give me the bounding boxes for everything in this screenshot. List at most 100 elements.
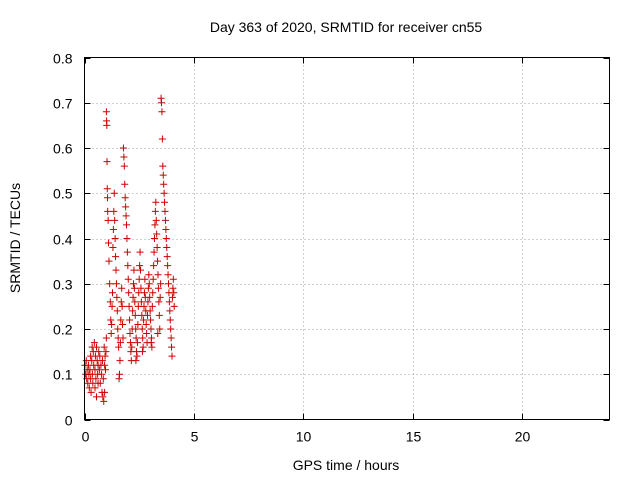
data-point <box>138 325 146 333</box>
data-point <box>152 198 160 206</box>
data-point <box>101 388 109 396</box>
data-point <box>112 266 120 274</box>
data-point <box>144 311 151 319</box>
data-point <box>161 216 169 224</box>
y-tick-label: 0.8 <box>53 51 73 67</box>
data-point <box>103 185 111 193</box>
data-point <box>124 275 132 283</box>
data-point <box>147 339 155 347</box>
data-point <box>167 325 175 333</box>
y-tick-label: 0.5 <box>53 186 73 202</box>
data-point <box>129 293 137 301</box>
x-tick-label: 5 <box>191 429 199 445</box>
data-point <box>113 307 121 315</box>
data-point <box>91 384 99 392</box>
y-tick-label: 0.1 <box>53 367 73 383</box>
y-tick-label: 0.2 <box>53 322 73 338</box>
data-point <box>151 207 159 215</box>
data-point <box>109 289 116 297</box>
data-point <box>88 343 96 351</box>
data-point <box>114 325 122 333</box>
data-point <box>129 307 137 315</box>
y-tick-label: 0.3 <box>53 277 73 293</box>
data-point <box>158 135 166 143</box>
data-point <box>139 343 147 351</box>
data-point <box>131 298 139 306</box>
data-point <box>170 302 178 310</box>
data-point <box>122 203 130 211</box>
data-point <box>101 361 109 369</box>
data-point <box>132 334 140 342</box>
data-point <box>106 280 114 288</box>
data-point <box>125 289 133 297</box>
data-point <box>90 339 98 347</box>
data-point <box>107 330 115 338</box>
data-point <box>168 293 176 301</box>
data-point <box>106 298 114 306</box>
data-point <box>116 339 124 347</box>
data-point <box>136 262 144 270</box>
data-point <box>143 330 151 338</box>
data-point <box>149 289 157 297</box>
data-point <box>117 316 125 324</box>
data-point <box>165 298 173 306</box>
data-point <box>141 275 149 283</box>
data-point <box>161 207 169 215</box>
y-tick-label: 0.7 <box>53 96 73 112</box>
data-point <box>155 298 163 306</box>
data-point <box>124 262 132 270</box>
data-point <box>156 325 164 333</box>
data-point <box>153 230 161 238</box>
data-point <box>159 171 167 179</box>
data-point <box>164 271 172 279</box>
data-point <box>146 293 154 301</box>
data-point <box>154 330 162 338</box>
data-point <box>151 235 158 242</box>
data-point <box>126 330 134 338</box>
data-point <box>123 221 130 229</box>
data-point <box>108 320 116 328</box>
chart-title: Day 363 of 2020, SRMTID for receiver cn5… <box>210 19 483 35</box>
data-point <box>108 302 116 310</box>
data-point <box>115 343 123 351</box>
data-point <box>107 316 115 324</box>
data-point <box>120 153 128 161</box>
data-point <box>103 121 111 129</box>
data-point <box>116 370 123 378</box>
data-point <box>160 180 168 188</box>
data-point <box>130 280 137 288</box>
data-point <box>164 262 172 270</box>
data-point <box>128 343 136 351</box>
data-point <box>157 280 165 288</box>
data-point <box>153 244 161 252</box>
data-point <box>155 311 163 319</box>
data-point <box>163 244 171 252</box>
data-point <box>161 198 169 206</box>
data-point <box>122 212 130 220</box>
data-point <box>133 339 141 347</box>
data-point <box>87 388 95 396</box>
data-point <box>102 334 110 342</box>
plot-frame <box>84 57 610 420</box>
data-point <box>93 393 101 401</box>
data-point <box>144 284 152 292</box>
data-point <box>162 235 170 242</box>
data-point <box>110 189 118 197</box>
data-point <box>148 302 156 310</box>
data-point <box>138 348 146 356</box>
data-point <box>100 397 108 405</box>
data-point <box>102 108 110 116</box>
data-point <box>100 343 108 351</box>
data-point <box>109 244 117 252</box>
data-point <box>140 316 148 324</box>
data-point <box>168 343 176 351</box>
data-point <box>148 343 156 351</box>
data-point <box>158 108 166 116</box>
x-tick-label: 0 <box>82 429 90 445</box>
data-point <box>119 144 127 152</box>
data-point <box>137 266 144 274</box>
data-point <box>95 348 103 356</box>
data-point <box>167 334 175 342</box>
data-point <box>87 352 95 360</box>
data-point <box>105 239 113 247</box>
